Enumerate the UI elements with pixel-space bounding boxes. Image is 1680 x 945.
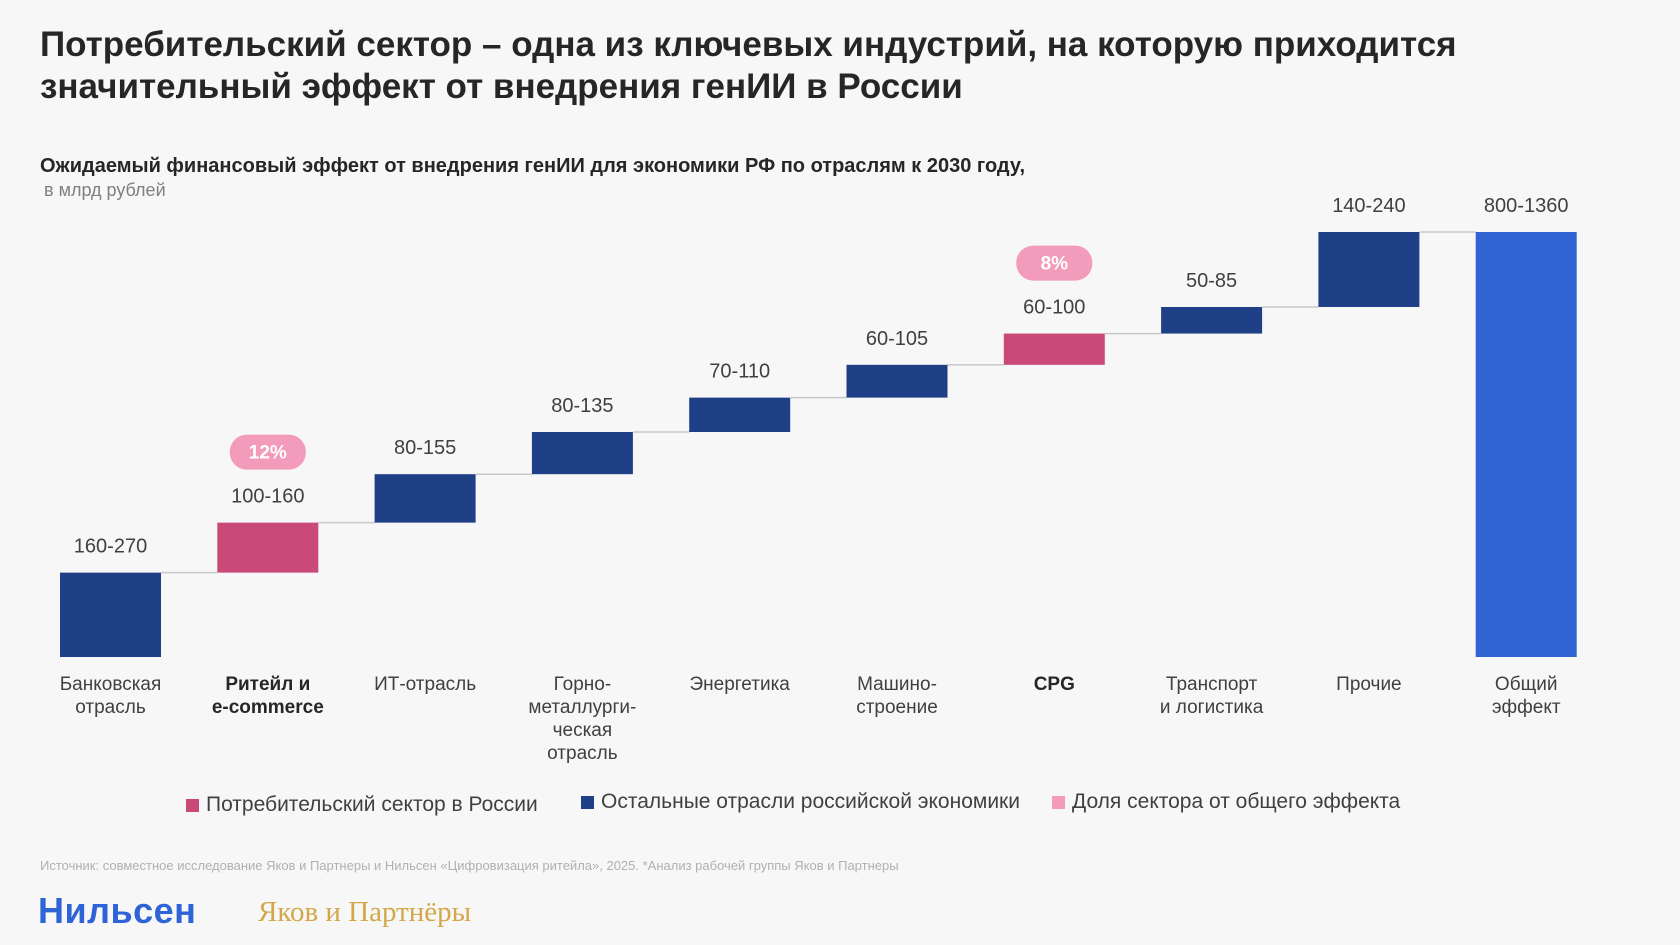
value-label-7: 50-85 <box>1186 270 1237 292</box>
category-label-9-1: эффект <box>1492 697 1561 718</box>
category-label-1-0: Ритейл и <box>225 674 310 695</box>
value-label-4: 70-110 <box>709 361 770 383</box>
value-label-2: 80-155 <box>394 437 456 459</box>
legend-swatch-consumer <box>186 798 199 812</box>
page-title: Потребительский сектор – одна из ключевы… <box>40 24 1600 108</box>
category-label-7-1: и логистика <box>1160 697 1264 718</box>
category-label-5-0: Машино- <box>857 674 937 695</box>
value-label-3: 80-135 <box>551 395 613 417</box>
category-label-3-3: отрасль <box>547 743 618 764</box>
share-pill-6 <box>1016 245 1093 281</box>
value-label-1: 100-160 <box>231 486 304 508</box>
legend-item-other: Остальные отрасли российской экономики <box>581 790 1020 814</box>
value-label-5: 60-105 <box>866 328 928 350</box>
bar-4 <box>689 397 791 432</box>
share-label-1: 12% <box>249 443 287 464</box>
share-label-6: 8% <box>1041 254 1069 275</box>
value-label-0: 160-270 <box>74 536 147 558</box>
source-note: Источник: совместное исследование Яков и… <box>40 858 899 873</box>
page-title-line-1: Потребительский сектор – одна из ключевы… <box>40 25 1457 64</box>
chart-units: в млрд рублей <box>44 180 166 200</box>
bar-0 <box>60 572 161 657</box>
bar-2 <box>374 474 476 523</box>
category-label-0-1: отрасль <box>75 697 146 718</box>
category-label-4-0: Энергетика <box>690 674 791 695</box>
category-label-3-0: Горно- <box>554 674 612 695</box>
category-label-2-0: ИТ-отрасль <box>374 674 476 695</box>
value-label-9: 800-1360 <box>1484 195 1569 217</box>
value-label-6: 60-100 <box>1023 297 1085 319</box>
page-title-line-2: значительный эффект от внедрения генИИ в… <box>40 67 963 106</box>
legend-swatch-other <box>581 795 594 809</box>
category-label-8-0: Прочие <box>1336 674 1401 695</box>
legend-label-other: Остальные отрасли российской экономики <box>601 790 1020 813</box>
category-label-3-1: металлурги- <box>528 697 636 718</box>
bar-1 <box>217 522 319 573</box>
nielsen-logo: Нильсен <box>38 890 197 931</box>
value-label-8: 140-240 <box>1332 195 1405 217</box>
category-label-1-1: e-commerce <box>212 697 324 718</box>
bar-9 <box>1475 232 1577 657</box>
category-label-9-0: Общий <box>1495 674 1558 695</box>
bar-5 <box>846 364 948 398</box>
legend-label-consumer: Потребительский сектор в России <box>206 793 538 816</box>
legend-label-share: Доля сектора от общего эффекта <box>1072 790 1401 813</box>
chart-subtitle: Ожидаемый финансовый эффект от внедрения… <box>40 155 1026 177</box>
category-label-0-0: Банковская <box>60 674 162 695</box>
bar-8 <box>1318 232 1420 307</box>
chart-legend: Потребительский сектор в России Остальны… <box>0 790 1680 823</box>
bar-3 <box>531 432 633 475</box>
legend-item-consumer: Потребительский сектор в России <box>186 793 538 817</box>
category-label-3-2: ческая <box>553 720 613 741</box>
category-label-5-1: строение <box>856 697 938 718</box>
category-label-7-0: Транспорт <box>1166 674 1258 695</box>
yakov-partners-logo: Яков и Партнёры <box>258 896 472 928</box>
legend-item-share: Доля сектора от общего эффекта <box>1052 790 1400 814</box>
legend-swatch-share <box>1052 795 1065 809</box>
share-pill-1 <box>229 434 306 470</box>
bar-6 <box>1003 333 1105 365</box>
bar-7 <box>1161 307 1263 334</box>
category-label-6-0: CPG <box>1034 674 1075 695</box>
